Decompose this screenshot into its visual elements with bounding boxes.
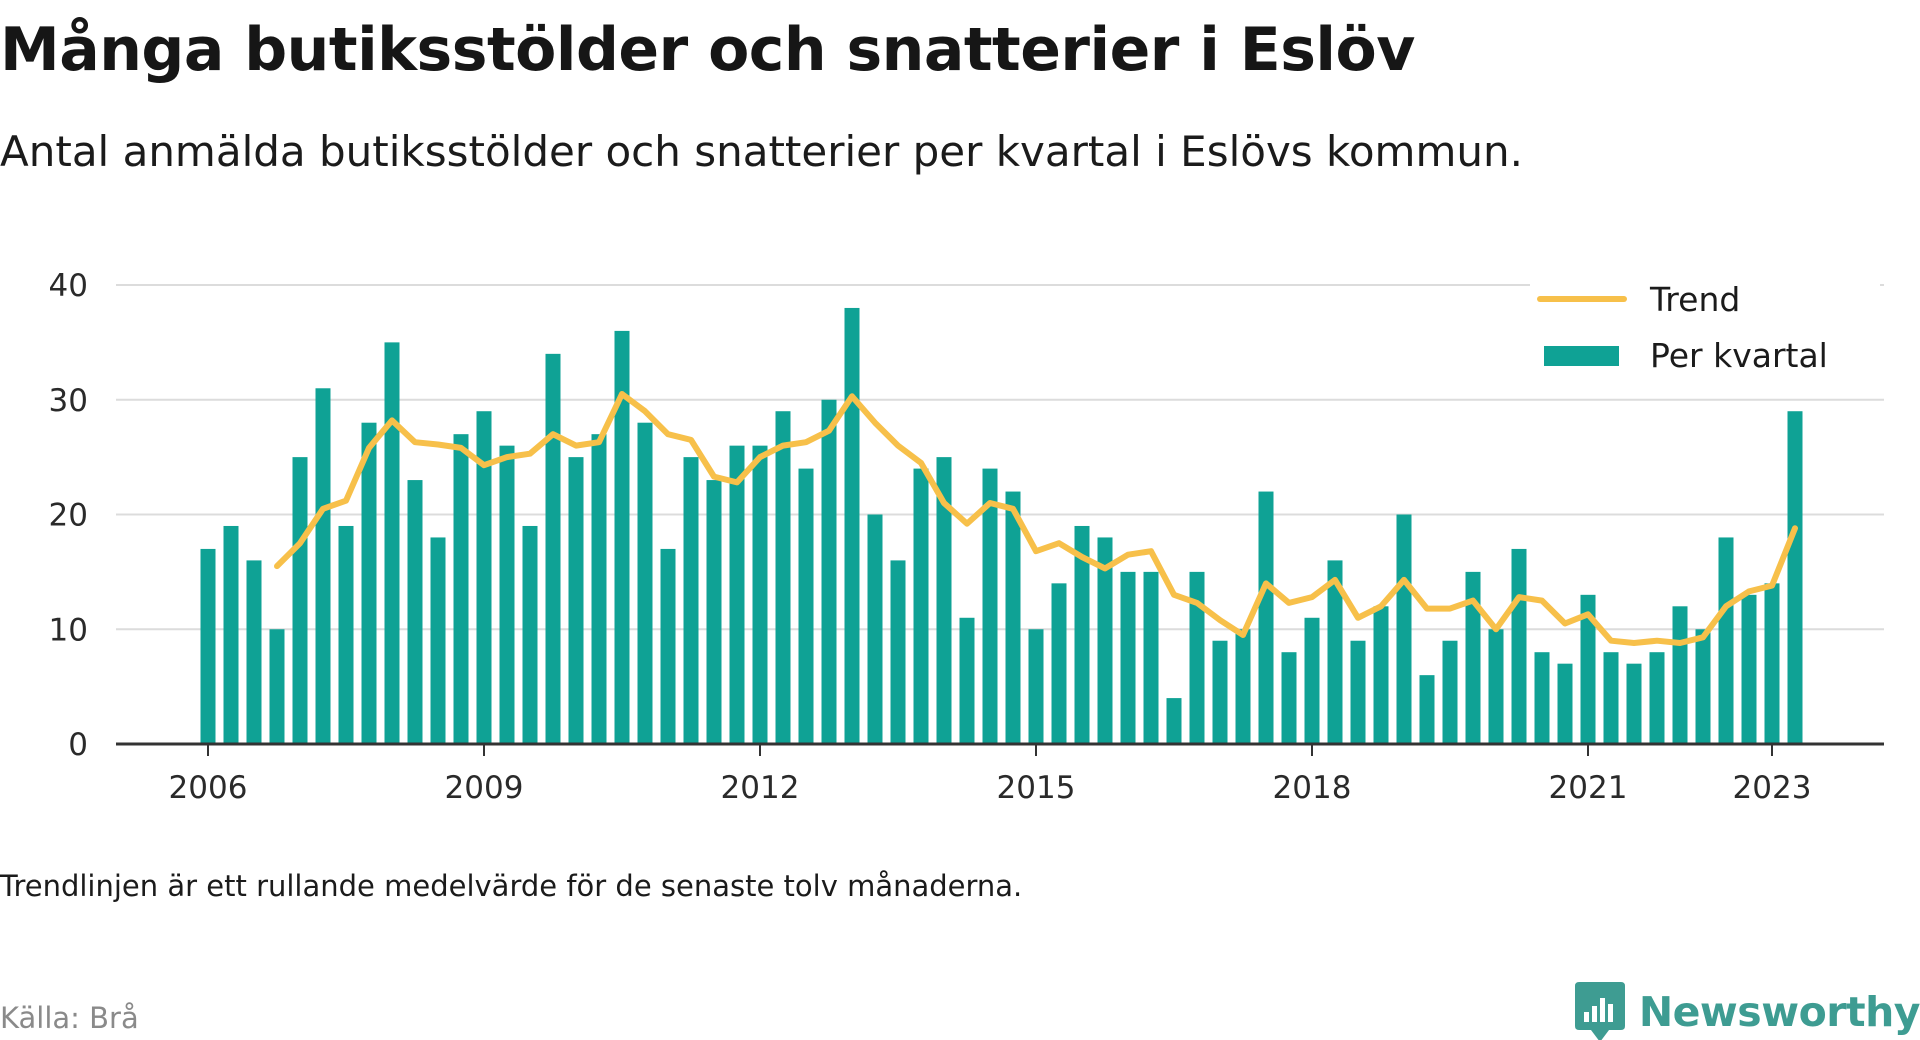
source-text: Källa: Brå [0, 1001, 139, 1035]
bar [1166, 698, 1182, 744]
bar [200, 548, 216, 744]
bar [1764, 583, 1780, 744]
bar [1327, 560, 1343, 744]
brand-name: Newsworthy [1638, 988, 1920, 1036]
bar [1672, 606, 1688, 744]
bar [890, 560, 906, 744]
bar [1649, 652, 1665, 744]
bar [269, 629, 285, 744]
bar [499, 445, 515, 744]
bar [522, 525, 538, 744]
bar [959, 617, 975, 744]
bar [775, 411, 791, 744]
bar [1741, 594, 1757, 744]
bar [821, 399, 837, 744]
bar [1281, 652, 1297, 744]
bar [1258, 491, 1274, 744]
bar [1534, 652, 1550, 744]
bar [1580, 594, 1596, 744]
bar [1373, 606, 1389, 744]
bar [246, 560, 262, 744]
bar [1189, 571, 1205, 744]
legend-label-per-kvartal: Per kvartal [1650, 336, 1828, 375]
x-axis: 2006 2009 2012 2015 2018 2021 2023 [116, 742, 1884, 806]
y-tick-label: 0 [68, 727, 88, 763]
bar [1028, 629, 1044, 744]
bar [223, 525, 239, 744]
trend-note: Trendlinjen är ett rullande medelvärde f… [0, 869, 1023, 903]
x-tick-label: 2021 [1549, 770, 1628, 806]
bar [1419, 675, 1435, 744]
bar [1143, 571, 1159, 744]
bar [384, 342, 400, 744]
bar [844, 307, 860, 744]
bar [1465, 571, 1481, 744]
bar [752, 445, 768, 744]
bar [1120, 571, 1136, 744]
bar [1051, 583, 1067, 744]
chart-subtitle: Antal anmälda butiksstölder och snatteri… [0, 127, 1523, 176]
bar [1718, 537, 1734, 744]
trend-line [274, 391, 1798, 646]
bar [1488, 629, 1504, 744]
bar [430, 537, 446, 744]
bar [1511, 548, 1527, 744]
bar [1396, 514, 1412, 744]
x-tick-label: 2006 [169, 770, 248, 806]
x-tick-label: 2015 [997, 770, 1076, 806]
bar [476, 411, 492, 744]
bar [545, 353, 561, 744]
bar [1097, 537, 1113, 744]
bar [1350, 640, 1366, 744]
bar [936, 457, 952, 744]
bar [913, 468, 929, 744]
trend-line-layer [274, 391, 1798, 646]
bar [683, 457, 699, 744]
y-tick-label: 40 [49, 268, 88, 304]
bar [660, 548, 676, 744]
x-tick-label: 2012 [721, 770, 800, 806]
bar [407, 480, 423, 744]
x-tick-label: 2023 [1733, 770, 1812, 806]
chart-title: Många butiksstölder och snatterier i Esl… [0, 15, 1415, 85]
bar [1304, 617, 1320, 744]
bar [591, 434, 607, 744]
bar [568, 457, 584, 744]
bar [338, 525, 354, 744]
newsworthy-brand[interactable]: Newsworthy [1574, 980, 1920, 1040]
bar [1442, 640, 1458, 744]
bar [706, 480, 722, 744]
bar [1557, 663, 1573, 744]
bar [1695, 629, 1711, 744]
newsworthy-logo-icon [1574, 982, 1625, 1040]
bar [982, 468, 998, 744]
bar [1603, 652, 1619, 744]
bar [292, 457, 308, 744]
y-tick-label: 10 [49, 612, 88, 648]
bar [1005, 491, 1021, 744]
bar [614, 330, 630, 744]
bar [1626, 663, 1642, 744]
bar [315, 388, 331, 744]
bar [1074, 525, 1090, 744]
legend: Trend Per kvartal [1530, 272, 1880, 384]
bar [798, 468, 814, 744]
bar [1212, 640, 1228, 744]
bar [361, 422, 377, 744]
x-tick-label: 2009 [445, 770, 524, 806]
legend-label-trend: Trend [1649, 280, 1740, 319]
bar [1235, 629, 1251, 744]
bar [867, 514, 883, 744]
bar [453, 434, 469, 744]
bar [1787, 411, 1803, 744]
bar [729, 445, 745, 744]
y-tick-label: 30 [49, 383, 88, 419]
y-tick-label: 20 [49, 498, 88, 534]
legend-swatch-per-kvartal [1544, 346, 1619, 366]
bar [637, 422, 653, 744]
x-tick-label: 2018 [1273, 770, 1352, 806]
